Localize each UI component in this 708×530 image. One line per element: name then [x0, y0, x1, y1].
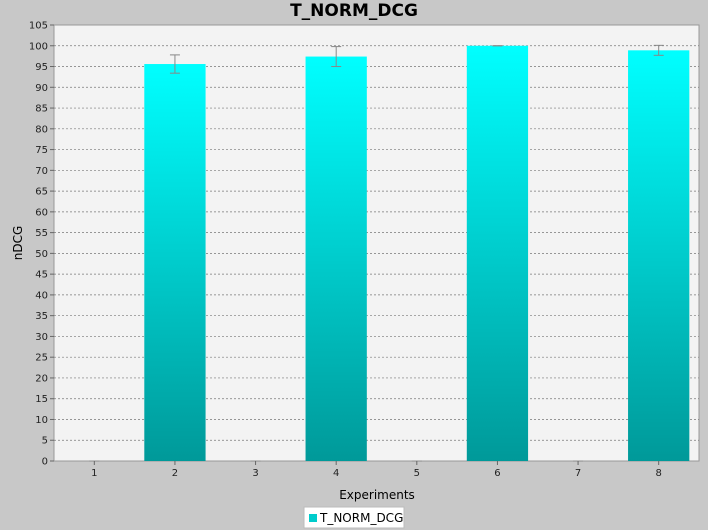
y-tick-label: 45	[35, 270, 48, 281]
legend-box	[303, 506, 405, 529]
y-axis-ticks: 0 5 10 15 20 25 30 35 40 45 50 55 60 65 70 75 80 85 90 95 10…	[29, 21, 54, 468]
y-axis-label: nDCG	[11, 226, 25, 261]
legend: T_NORM_DCG	[303, 506, 405, 529]
y-tick-label: 30	[35, 332, 48, 343]
y-tick-label: 20	[35, 373, 48, 384]
y-tick-label: 50	[35, 249, 48, 260]
x-tick-label: 8	[656, 468, 662, 479]
y-tick-label: 10	[35, 415, 48, 426]
y-tick-label: 95	[35, 62, 48, 73]
x-tick-label: 4	[333, 468, 339, 479]
x-tick-label: 2	[172, 468, 178, 479]
chart-title: T_NORM_DCG	[290, 1, 418, 21]
x-tick-label: 5	[414, 468, 420, 479]
y-tick-label: 80	[35, 124, 48, 135]
y-tick-label: 105	[29, 21, 48, 32]
y-tick-label: 55	[35, 228, 48, 239]
y-tick-label: 75	[35, 145, 48, 156]
y-tick-label: 100	[29, 41, 48, 52]
y-tick-label: 65	[35, 187, 48, 198]
y-tick-label: 70	[35, 166, 48, 177]
bar	[466, 45, 529, 462]
y-tick-label: 85	[35, 104, 48, 115]
bar	[628, 50, 690, 461]
grid-lines	[54, 45, 699, 441]
y-tick-label: 60	[35, 207, 48, 218]
y-tick-label: 35	[35, 311, 48, 322]
y-tick-label: 25	[35, 353, 48, 364]
x-tick-label: 7	[575, 468, 581, 479]
x-axis-ticks: 1 2 3 4 5 6 7 8	[91, 461, 662, 479]
y-tick-label: 5	[42, 436, 48, 447]
x-tick-label: 1	[91, 468, 97, 479]
legend-entry-label: T_NORM_DCG	[319, 511, 403, 525]
bar	[305, 56, 367, 461]
bar	[144, 64, 206, 461]
x-axis-label: Experiments	[339, 488, 415, 502]
x-tick-label: 3	[252, 468, 258, 479]
bars	[144, 45, 690, 462]
y-tick-label: 40	[35, 290, 48, 301]
x-tick-label: 6	[494, 468, 500, 479]
legend-swatch	[309, 514, 317, 522]
y-tick-label: 0	[42, 457, 48, 468]
y-tick-label: 90	[35, 83, 48, 94]
y-tick-label: 15	[35, 394, 48, 405]
